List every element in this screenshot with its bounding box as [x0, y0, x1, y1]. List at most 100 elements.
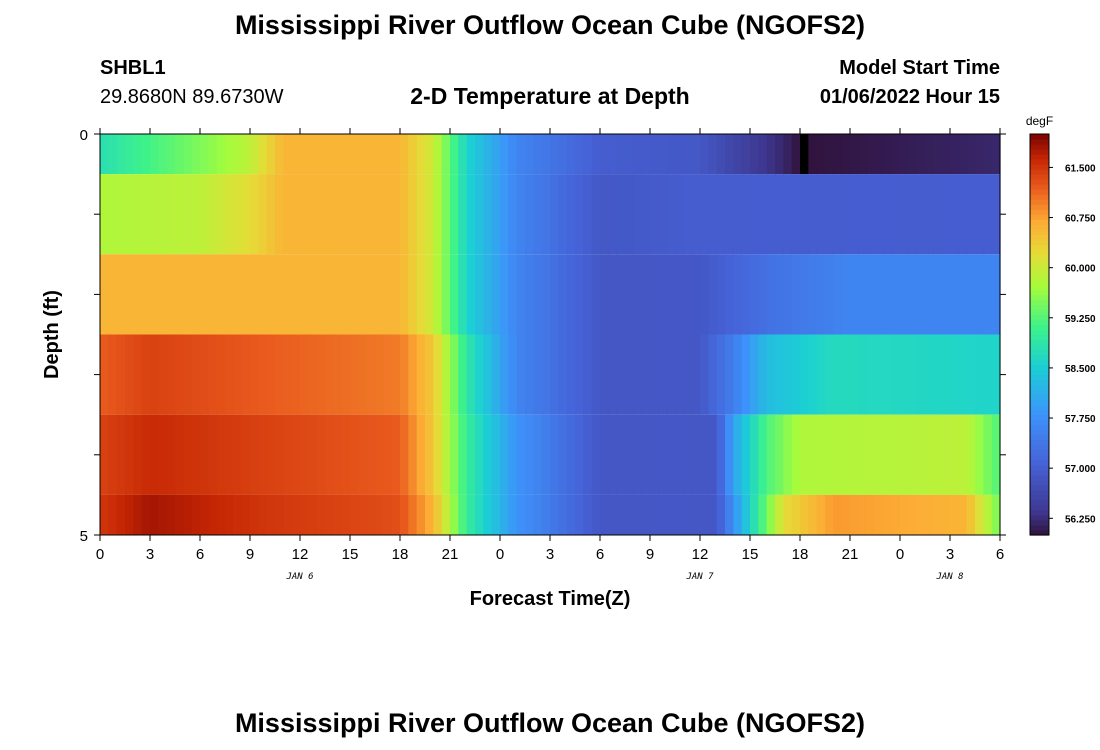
colorbar-segment	[1030, 464, 1049, 471]
heat-cell	[533, 494, 543, 535]
heat-cell	[816, 334, 826, 415]
heat-cell	[900, 414, 909, 495]
model-start-label: Model Start Time	[839, 57, 1000, 79]
heat-cell	[941, 134, 951, 175]
heat-cell	[675, 334, 684, 415]
heat-cell	[375, 254, 384, 335]
colorbar-segment	[1030, 394, 1049, 401]
heat-cell	[375, 134, 384, 175]
x-tick-label: 15	[742, 546, 759, 563]
heat-cell	[125, 494, 134, 535]
heat-cell	[341, 334, 351, 415]
heat-cell	[491, 414, 501, 495]
heat-cell	[741, 134, 751, 175]
colorbar-segment	[1030, 189, 1049, 195]
heat-cell	[733, 254, 743, 335]
heat-cell	[308, 494, 318, 535]
heat-cell	[608, 494, 618, 535]
heat-cell	[850, 494, 859, 535]
heat-cell	[966, 414, 976, 495]
colorbar-segment	[1030, 304, 1049, 311]
heat-cell	[775, 494, 784, 535]
heat-cell	[716, 254, 726, 335]
heat-cell	[416, 494, 426, 535]
heat-cell	[991, 254, 1001, 335]
heat-cell	[166, 174, 176, 255]
heat-cell	[975, 414, 984, 495]
heat-cell	[741, 494, 751, 535]
heat-cell	[391, 134, 401, 175]
heat-cell	[816, 134, 826, 175]
heat-cell	[758, 414, 768, 495]
heat-cell	[658, 134, 668, 175]
heat-cell	[591, 254, 601, 335]
heat-cell	[900, 134, 909, 175]
colorbar-segment	[1030, 259, 1049, 265]
heat-cell	[808, 174, 818, 255]
heat-cell	[975, 494, 984, 535]
heat-cell	[633, 174, 643, 255]
heat-cell	[833, 494, 843, 535]
heat-cell	[225, 174, 234, 255]
heat-cell	[191, 174, 201, 255]
heat-cell	[691, 174, 701, 255]
heat-cell	[808, 334, 818, 415]
x-tick-label: 6	[596, 546, 604, 563]
heat-cell	[683, 414, 693, 495]
heat-cell	[833, 134, 843, 175]
heat-cell	[441, 134, 451, 175]
heat-cell	[750, 334, 759, 415]
heat-cell	[141, 334, 151, 415]
heat-cell	[125, 254, 134, 335]
heat-cell	[900, 174, 909, 255]
heat-cell	[541, 414, 551, 495]
heat-cell	[866, 134, 876, 175]
x-tick-label: 6	[196, 546, 204, 563]
heat-cell	[183, 414, 193, 495]
colorbar-segment	[1030, 169, 1049, 175]
heat-cell	[950, 174, 959, 255]
heat-cell	[133, 494, 143, 535]
heat-cell	[341, 494, 351, 535]
heat-cell	[725, 334, 734, 415]
heat-cell	[733, 174, 743, 255]
colorbar-segment	[1030, 319, 1049, 326]
heat-cell	[483, 174, 493, 255]
heat-cell	[116, 134, 126, 175]
heat-cell	[658, 494, 668, 535]
heat-cell	[325, 134, 334, 175]
colorbar-segment	[1030, 529, 1049, 536]
heat-cell	[841, 414, 851, 495]
heat-cell	[708, 414, 718, 495]
heat-cell	[758, 254, 768, 335]
heat-cell	[341, 174, 351, 255]
colorbar-segment	[1030, 429, 1049, 436]
heat-cell	[975, 334, 984, 415]
heat-cell	[100, 414, 109, 495]
heat-cell	[508, 494, 518, 535]
heat-cell	[858, 134, 868, 175]
heat-cell	[966, 494, 976, 535]
heat-cell	[950, 134, 959, 175]
heat-cell	[191, 494, 201, 535]
colorbar-segment	[1030, 164, 1049, 170]
heat-cell	[416, 334, 426, 415]
heat-cell	[808, 494, 818, 535]
heat-cell	[516, 254, 526, 335]
heat-cell	[733, 134, 743, 175]
heat-cell	[825, 254, 834, 335]
heat-cell	[525, 174, 534, 255]
heat-cell	[616, 494, 626, 535]
heat-cell	[941, 494, 951, 535]
heat-cell	[691, 494, 701, 535]
heat-cell	[208, 414, 218, 495]
heat-cell	[575, 414, 584, 495]
x-tick-label: 3	[546, 546, 554, 563]
heat-cell	[408, 494, 418, 535]
heat-cell	[825, 414, 834, 495]
heat-cell	[925, 494, 934, 535]
heat-cell	[583, 494, 593, 535]
heat-cell	[400, 494, 409, 535]
heat-cell	[183, 254, 193, 335]
colorbar-segment	[1030, 334, 1049, 341]
